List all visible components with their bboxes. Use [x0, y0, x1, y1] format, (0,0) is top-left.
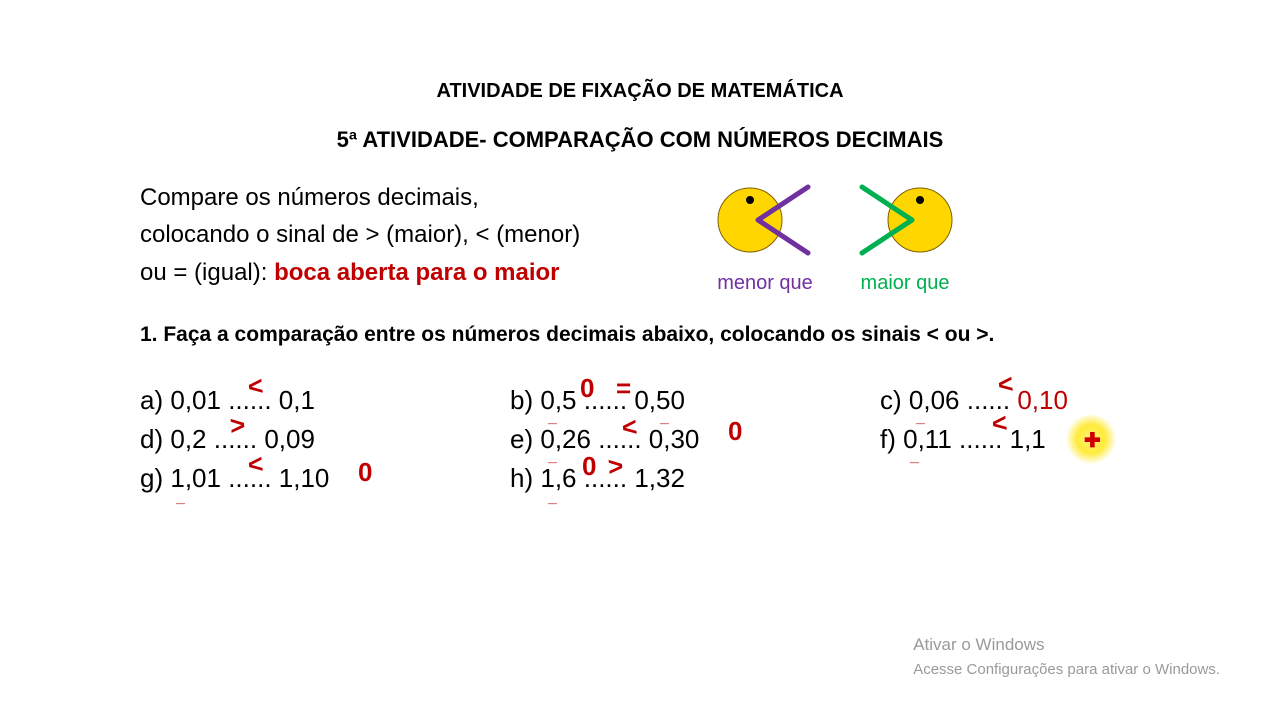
ex-dots: ...... [598, 424, 641, 454]
exercise-f: f) 0,11 ...... 1,1 < _ ✚ [880, 424, 1200, 455]
ex-left: 0,01 [170, 385, 221, 415]
instructions-text: Compare os números decimais, colocando o… [140, 179, 670, 291]
pacman-illustration: menor que maior que [710, 175, 960, 295]
exercise-grid: a) 0,01 ...... 0,1 < b) 0,5 ...... 0,50 … [120, 385, 1160, 494]
exercise-b: b) 0,5 ...... 0,50 0 = _ _ [510, 385, 870, 416]
highlight-icon [1066, 414, 1116, 464]
ex-dots: ...... [584, 463, 627, 493]
ex-letter: f) [880, 424, 896, 454]
ex-dots: ...... [228, 385, 271, 415]
ex-right: 1,10 [279, 463, 330, 493]
instr-line-2: colocando o sinal de > (maior), < (menor… [140, 221, 580, 248]
exercise-a: a) 0,01 ...... 0,1 < [140, 385, 500, 416]
exercise-e: e) 0,26 ...... 0,30 < 0 _ [510, 424, 870, 455]
ex-letter: h) [510, 463, 533, 493]
ex-left: 0,06 [909, 385, 960, 415]
ex-right: 0,09 [264, 424, 315, 454]
cursor-plus-icon: ✚ [1084, 428, 1101, 453]
ex-letter: d) [140, 424, 163, 454]
pac-less-than: menor que [710, 175, 820, 295]
ex-letter: b) [510, 385, 533, 415]
question-text: 1. Faça a comparação entre os números de… [140, 323, 1160, 347]
ex-right: 1,1 [1010, 424, 1046, 454]
ex-left: 0,11 [903, 424, 952, 454]
ex-right: 0,50 [634, 385, 685, 415]
instructions-row: Compare os números decimais, colocando o… [120, 175, 1160, 295]
ex-dots: ...... [228, 463, 271, 493]
instr-line-3-pre: ou = (igual): [140, 259, 274, 286]
ex-dots: ...... [584, 385, 627, 415]
ex-dots: ...... [214, 424, 257, 454]
watermark-sub: Acesse Configurações para ativar o Windo… [913, 659, 1220, 680]
ex-letter: a) [140, 385, 163, 415]
windows-activation-watermark: Ativar o Windows Acesse Configurações pa… [913, 633, 1220, 680]
ex-letter: e) [510, 424, 533, 454]
pac-less-than-icon [710, 175, 820, 265]
ex-dots: ...... [959, 424, 1002, 454]
page-title: ATIVIDADE DE FIXAÇÃO DE MATEMÁTICA [120, 80, 1160, 103]
ex-left: 0,2 [170, 424, 206, 454]
exercise-d: d) 0,2 ...... 0,09 > [140, 424, 500, 455]
ex-dots: ...... [967, 385, 1010, 415]
instr-line-1: Compare os números decimais, [140, 184, 479, 211]
pac-gt-label: maior que [850, 272, 960, 295]
ex-right: 0,30 [649, 424, 700, 454]
ex-letter: g) [140, 463, 163, 493]
pac-greater-than: maior que [850, 175, 960, 295]
pac-lt-label: menor que [710, 272, 820, 295]
ann-extra: 0 [358, 457, 372, 488]
exercise-c: c) 0,06 ...... 0,10 < _ [880, 385, 1200, 416]
exercise-g: g) 1,01 ...... 1,10 < 0 _ [140, 463, 500, 494]
ex-right: 0,10 [1017, 385, 1068, 415]
page-subtitle: 5ª ATIVIDADE- COMPARAÇÃO COM NÚMEROS DEC… [120, 127, 1160, 153]
ex-left: 0,5 [540, 385, 576, 415]
exercise-h: h) 1,6 ...... 1,32 0 > _ [510, 463, 870, 494]
ex-letter: c) [880, 385, 902, 415]
ex-right: 0,1 [279, 385, 315, 415]
ex-left: 1,01 [170, 463, 221, 493]
ex-left: 0,26 [540, 424, 591, 454]
instr-line-3-red: boca aberta para o maior [274, 259, 559, 286]
ex-right: 1,32 [634, 463, 685, 493]
ex-left: 1,6 [540, 463, 576, 493]
pac-greater-than-icon [850, 175, 960, 265]
exercise-empty [880, 463, 1200, 494]
watermark-title: Ativar o Windows [913, 633, 1220, 657]
ann-extra: 0 [728, 416, 742, 447]
